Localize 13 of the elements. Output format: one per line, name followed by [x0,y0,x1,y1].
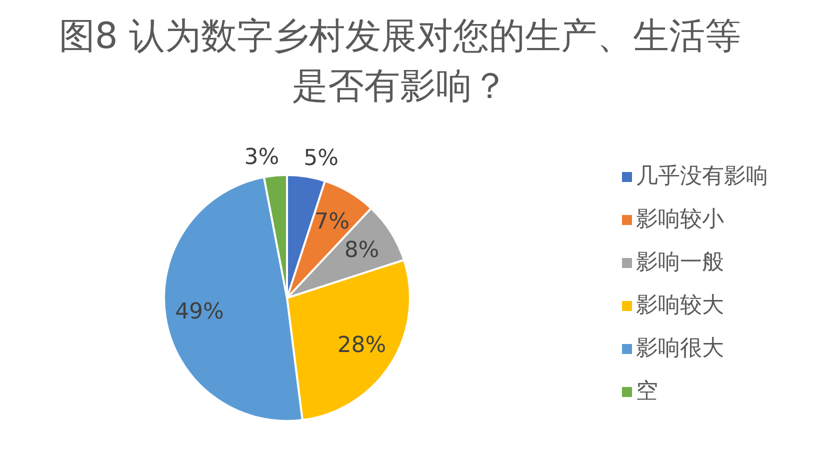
chart-title: 图8 认为数字乡村发展对您的生产、生活等是否有影响？ [58,15,742,109]
legend-label: 影响很大 [636,336,724,361]
legend-label: 几乎没有影响 [636,164,768,189]
legend-label: 影响一般 [636,250,724,275]
data-label: 49% [175,299,224,324]
data-label: 5% [304,146,339,172]
legend-label: 空 [636,379,658,404]
data-label: 28% [337,332,386,358]
data-label: 3% [244,145,280,170]
data-label: 8% [344,238,380,264]
legend-label: 影响较小 [636,207,724,232]
legend-label: 影响较大 [636,293,724,318]
data-label: 7% [314,209,350,234]
